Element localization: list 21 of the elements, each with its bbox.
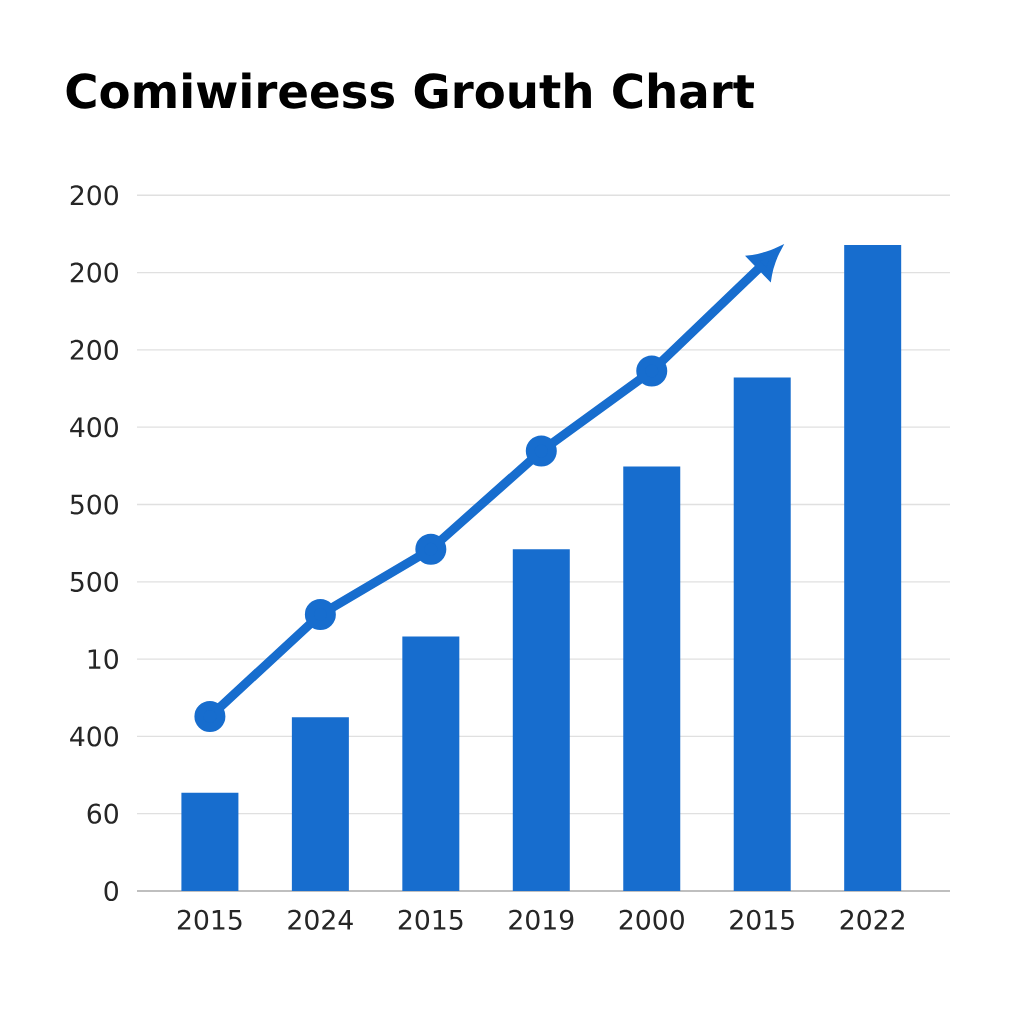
text: 400 bbox=[70, 417, 118, 438]
x-tick-label: 2015 bbox=[177, 909, 242, 930]
x-tick-label: 2015 bbox=[730, 909, 794, 930]
bar bbox=[181, 792, 239, 891]
bar bbox=[291, 717, 349, 891]
x-tick-label: 2000 bbox=[619, 909, 684, 930]
x-tick-label: 2019 bbox=[509, 909, 574, 930]
x-tick-label: 2024 bbox=[288, 909, 353, 930]
text: 500 bbox=[70, 571, 118, 592]
text: 10 bbox=[88, 649, 118, 670]
text: 200 bbox=[70, 339, 118, 360]
text: 200 bbox=[70, 185, 118, 206]
text: 400 bbox=[70, 726, 118, 747]
chart-title: Comiwireess Grouth Chart bbox=[66, 72, 755, 109]
text: 60 bbox=[87, 803, 118, 824]
bar bbox=[844, 244, 902, 891]
text: 200 bbox=[70, 262, 118, 283]
text: 500 bbox=[70, 494, 118, 515]
text: 0 bbox=[104, 880, 118, 902]
x-tick-label: 2022 bbox=[840, 909, 904, 930]
x-tick-label: 2015 bbox=[398, 909, 463, 930]
